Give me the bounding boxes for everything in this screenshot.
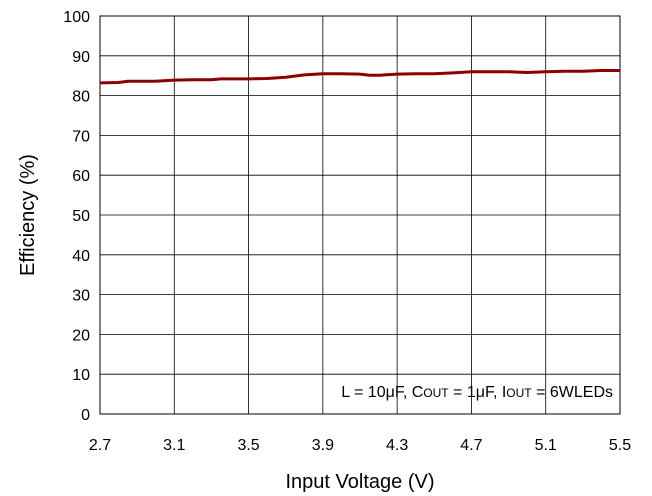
- annotation-subscript: OUT: [506, 386, 532, 400]
- y-tick-label: 40: [72, 248, 90, 265]
- annotation-text: = 1μF, I: [449, 384, 507, 401]
- y-tick-label: 10: [72, 367, 90, 384]
- x-tick-label: 5.5: [609, 437, 631, 454]
- y-tick-label: 100: [63, 9, 90, 26]
- x-tick-label: 2.7: [89, 437, 111, 454]
- annotation-subscript: OUT: [423, 386, 449, 400]
- y-tick-label: 60: [72, 168, 90, 185]
- y-tick-labels: 0 10 20 30 40 50 60 70 80 90 100: [63, 9, 90, 424]
- x-tick-label: 3.9: [312, 437, 334, 454]
- y-tick-label: 90: [72, 49, 90, 66]
- annotation-text: L = 10μF, C: [341, 384, 423, 401]
- y-tick-label: 30: [72, 288, 90, 305]
- x-axis-label: Input Voltage (V): [286, 471, 435, 493]
- plot-area-frame: [99, 15, 621, 415]
- test-conditions-annotation: L = 10μF, COUT = 1μF, IOUT = 6WLEDs: [341, 384, 613, 401]
- x-tick-label: 3.5: [237, 437, 259, 454]
- x-tick-label: 4.7: [460, 437, 482, 454]
- x-tick-labels: 2.7 3.1 3.5 3.9 4.3 4.7 5.1 5.5: [89, 437, 631, 454]
- annotation-text: = 6WLEDs: [532, 384, 613, 401]
- series-group: [99, 69, 620, 85]
- x-tick-label: 3.1: [163, 437, 185, 454]
- y-tick-label: 70: [72, 128, 90, 145]
- y-tick-label: 50: [72, 208, 90, 225]
- x-tick-label: 4.3: [386, 437, 408, 454]
- grid: [99, 15, 621, 415]
- y-axis-label: Efficiency (%): [17, 154, 39, 276]
- x-tick-label: 5.1: [535, 437, 557, 454]
- y-tick-label: 0: [81, 407, 90, 424]
- y-tick-label: 80: [72, 89, 90, 106]
- efficiency-series-line: [99, 69, 620, 85]
- y-tick-label: 20: [72, 327, 90, 344]
